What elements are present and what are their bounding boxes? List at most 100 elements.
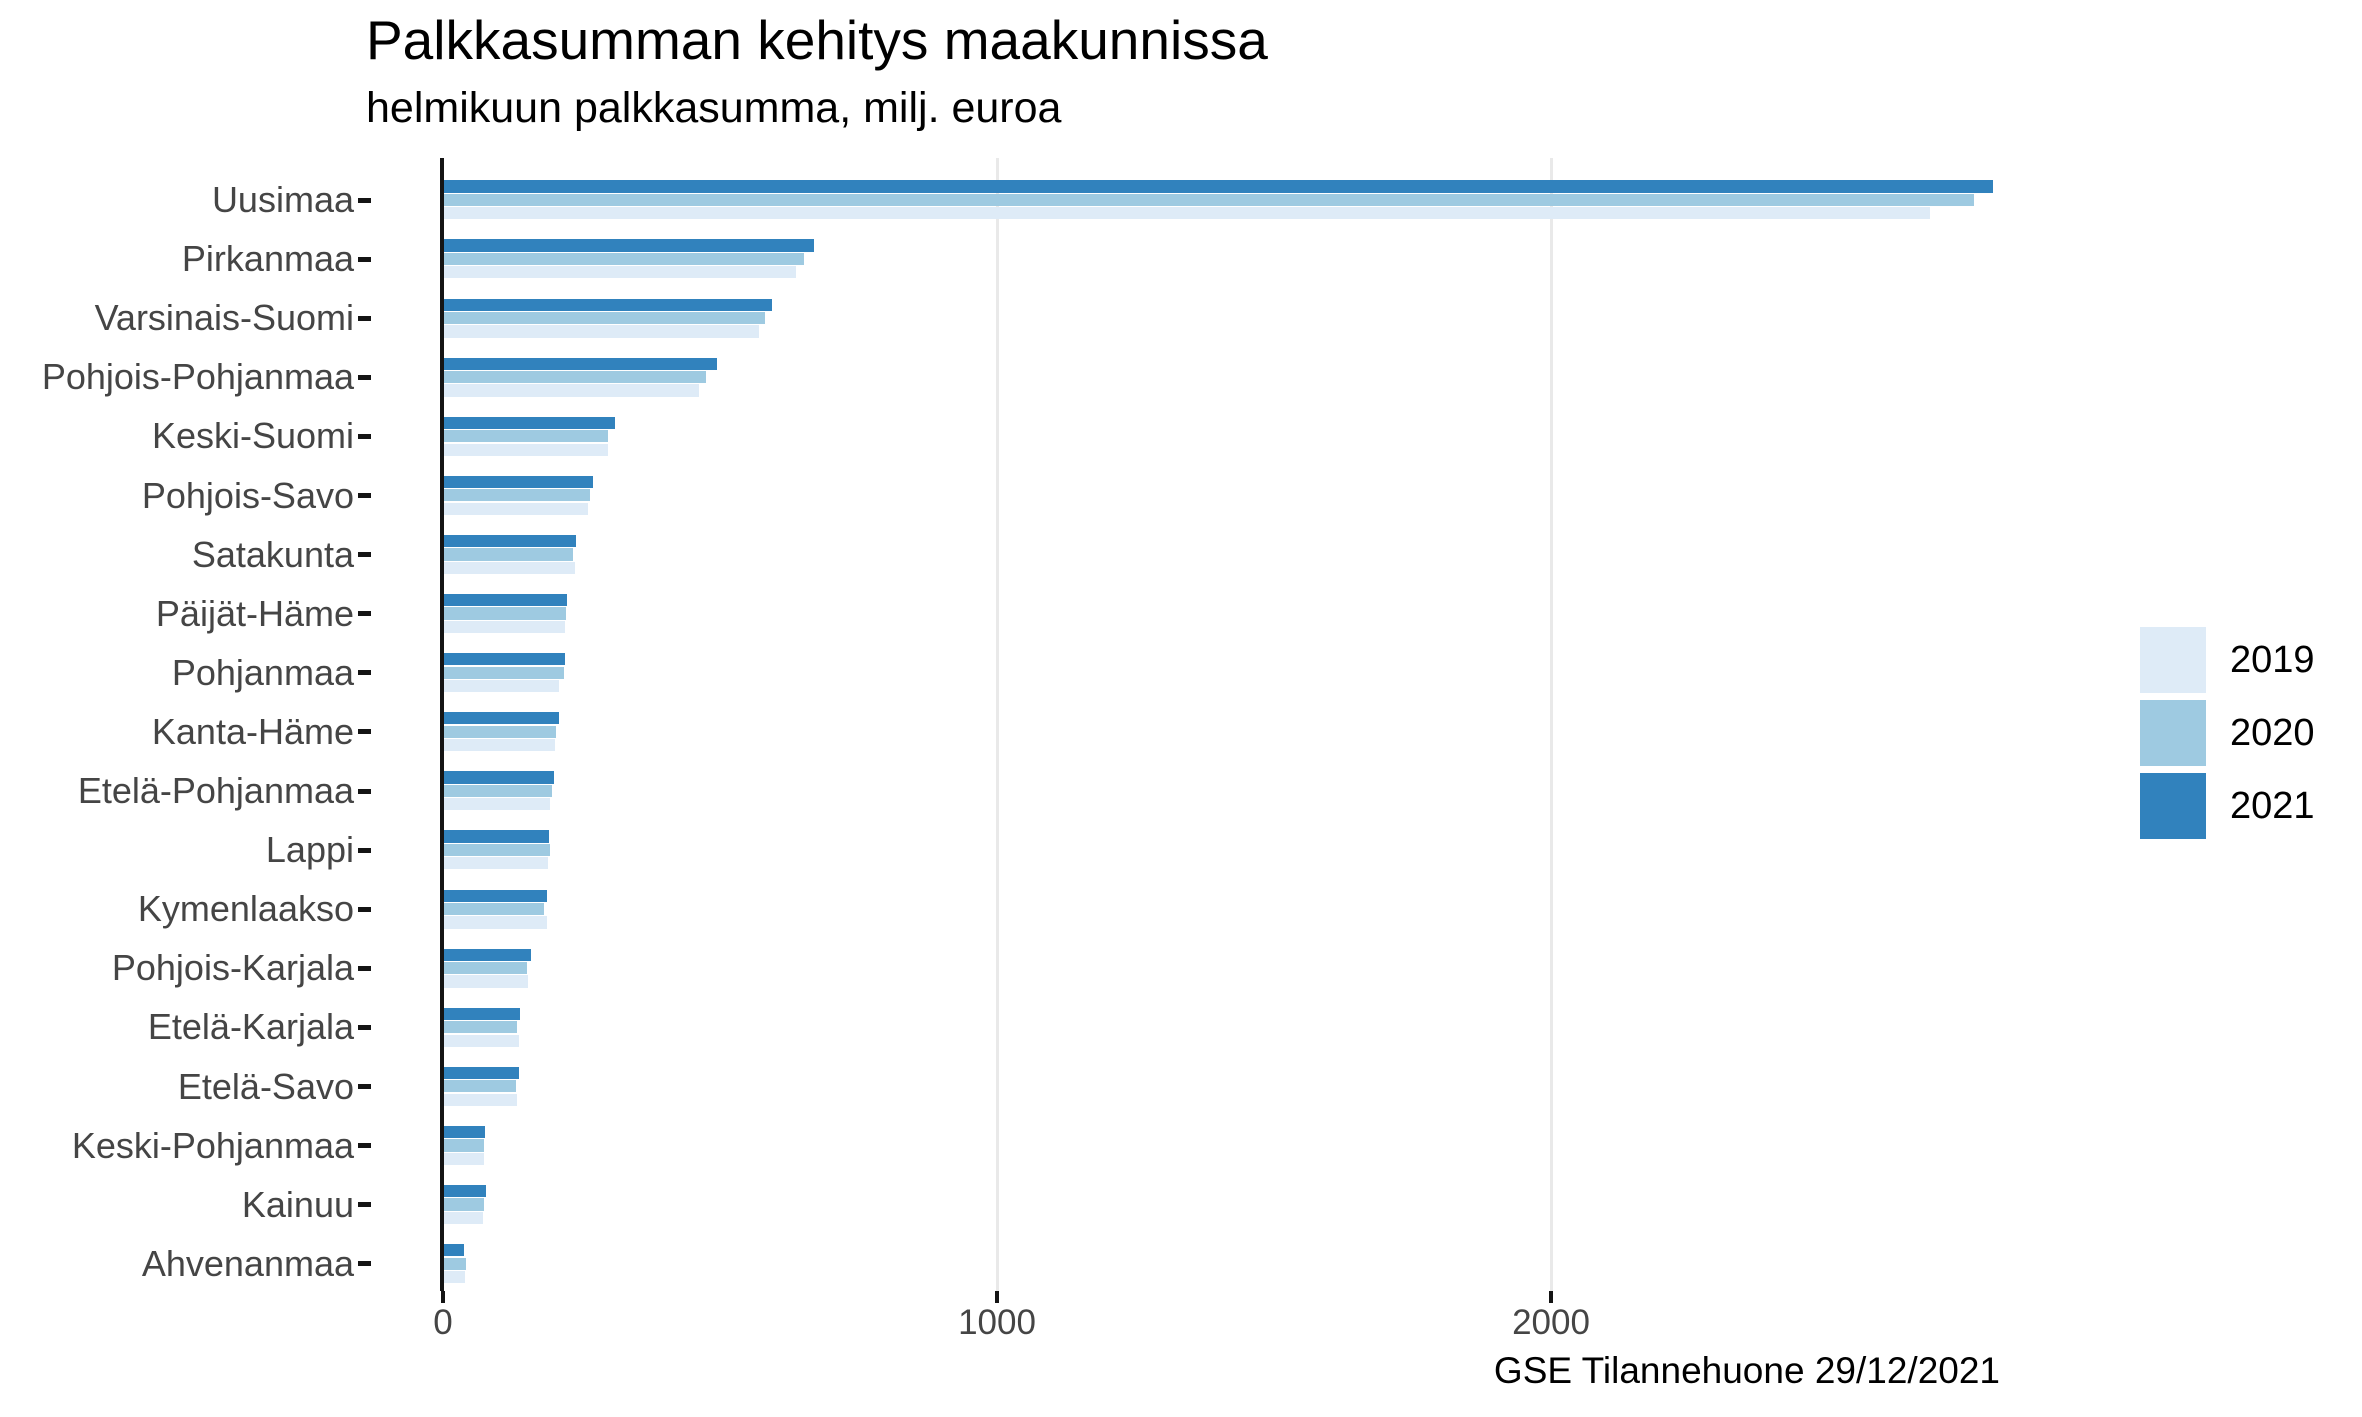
bar-pohjois-pohjanmaa-2021	[444, 357, 717, 370]
x-axis-tick-label-2000: 2000	[1512, 1303, 1590, 1342]
bar-keski-suomi-2021	[444, 416, 616, 429]
y-axis-label-kanta-häme: Kanta-Häme	[151, 710, 354, 752]
bar-kanta-häme-2020	[444, 725, 557, 738]
bar-satakunta-2019	[444, 561, 576, 574]
bar-päijät-häme-2021	[444, 594, 567, 607]
bar-ahvenanmaa-2020	[444, 1257, 467, 1270]
y-axis-label-päijät-häme: Päijät-Häme	[155, 592, 354, 634]
x-axis-tick-label-0: 0	[433, 1303, 453, 1342]
y-axis-tick-kainuu	[358, 1202, 371, 1208]
bar-uusimaa-2020	[444, 193, 1975, 206]
bar-varsinais-suomi-2020	[444, 311, 766, 325]
bar-keski-suomi-2020	[444, 430, 608, 443]
legend-label-2021: 2021	[2230, 785, 2315, 827]
bar-pohjanmaa-2019	[444, 679, 560, 693]
bar-pohjois-karjala-2019	[444, 975, 529, 988]
bar-uusimaa-2019	[444, 207, 1931, 220]
bar-pohjois-savo-2021	[444, 475, 594, 489]
legend-label-2020: 2020	[2230, 712, 2315, 754]
bar-kymenlaakso-2021	[444, 889, 548, 902]
bar-keski-suomi-2019	[444, 443, 608, 456]
bar-uusimaa-2021	[444, 180, 1993, 193]
y-axis-label-varsinais-suomi: Varsinais-Suomi	[94, 297, 354, 339]
bar-pohjois-pohjanmaa-2019	[444, 384, 699, 397]
y-axis-tick-etelä-karjala	[358, 1024, 371, 1030]
bar-pohjois-pohjanmaa-2020	[444, 371, 707, 384]
bar-etelä-karjala-2021	[444, 1007, 520, 1020]
bar-kainuu-2021	[444, 1185, 486, 1198]
y-axis-label-pohjois-savo: Pohjois-Savo	[141, 474, 354, 516]
y-axis-tick-varsinais-suomi	[358, 315, 371, 321]
bar-etelä-savo-2019	[444, 1093, 518, 1106]
chart-title: Palkkasumman kehitys maakunnissa	[366, 9, 1268, 71]
bar-kainuu-2020	[444, 1198, 484, 1211]
bar-ahvenanmaa-2021	[444, 1244, 465, 1257]
y-axis-tick-keski-suomi	[358, 433, 371, 439]
gridline-x-1000	[995, 158, 999, 1291]
x-axis-tick-2000	[1549, 1291, 1553, 1303]
legend-key-2020	[2140, 700, 2206, 766]
gridline-x-2000	[1549, 158, 1553, 1291]
legend-key-2019	[2140, 627, 2206, 693]
bar-etelä-savo-2020	[444, 1080, 517, 1093]
bar-varsinais-suomi-2021	[444, 298, 772, 311]
y-axis-label-pohjois-pohjanmaa: Pohjois-Pohjanmaa	[41, 356, 354, 398]
bar-pohjois-karjala-2021	[444, 948, 531, 961]
y-axis-tick-keski-pohjanmaa	[358, 1143, 371, 1149]
y-axis-tick-pohjois-pohjanmaa	[358, 374, 371, 380]
y-axis-label-satakunta: Satakunta	[191, 533, 354, 575]
bar-kymenlaakso-2020	[444, 902, 544, 916]
y-axis-tick-kanta-häme	[358, 729, 371, 735]
bar-pohjanmaa-2021	[444, 653, 565, 666]
x-axis-tick-label-1000: 1000	[958, 1303, 1036, 1342]
y-axis-label-etelä-pohjanmaa: Etelä-Pohjanmaa	[77, 770, 354, 811]
y-axis-label-lappi: Lappi	[265, 829, 354, 871]
bar-kanta-häme-2021	[444, 712, 560, 725]
bar-keski-pohjanmaa-2021	[444, 1125, 485, 1139]
bar-pohjois-savo-2019	[444, 502, 589, 515]
bar-etelä-pohjanmaa-2019	[444, 798, 550, 811]
bar-etelä-karjala-2019	[444, 1034, 519, 1047]
y-axis-tick-pirkanmaa	[358, 256, 371, 262]
y-axis-tick-satakunta	[358, 552, 371, 558]
bar-varsinais-suomi-2019	[444, 325, 760, 338]
y-axis-tick-uusimaa	[358, 197, 371, 203]
bar-satakunta-2021	[444, 534, 576, 548]
bar-lappi-2020	[444, 843, 550, 857]
legend-item-2021: 2021	[2140, 773, 2315, 839]
bar-kanta-häme-2019	[444, 739, 555, 752]
bar-pirkanmaa-2021	[444, 239, 815, 252]
bar-kainuu-2019	[444, 1211, 483, 1225]
y-axis-label-kymenlaakso: Kymenlaakso	[137, 888, 354, 930]
y-axis-label-keski-suomi: Keski-Suomi	[151, 415, 354, 457]
y-axis-label-ahvenanmaa: Ahvenanmaa	[141, 1242, 354, 1284]
legend: 2019 2020 2021	[2140, 627, 2315, 846]
y-axis-label-etelä-savo: Etelä-Savo	[177, 1065, 354, 1107]
y-axis-label-keski-pohjanmaa: Keski-Pohjanmaa	[71, 1124, 354, 1166]
bar-etelä-pohjanmaa-2021	[444, 771, 555, 784]
bar-pirkanmaa-2020	[444, 252, 804, 266]
y-axis-tick-kymenlaakso	[358, 906, 371, 912]
y-axis-tick-päijät-häme	[358, 611, 371, 617]
bar-lappi-2019	[444, 857, 549, 870]
bar-päijät-häme-2020	[444, 607, 566, 620]
bar-ahvenanmaa-2019	[444, 1270, 466, 1284]
y-axis-label-pohjanmaa: Pohjanmaa	[171, 651, 354, 693]
bar-pohjanmaa-2020	[444, 666, 565, 679]
chart-subtitle: helmikuun palkkasumma, milj. euroa	[366, 84, 1062, 132]
x-axis-tick-0	[441, 1291, 445, 1303]
bar-etelä-pohjanmaa-2020	[444, 784, 553, 797]
y-axis-tick-pohjois-savo	[358, 493, 371, 498]
legend-item-2020: 2020	[2140, 700, 2315, 766]
bar-keski-pohjanmaa-2020	[444, 1139, 484, 1152]
y-axis-label-etelä-karjala: Etelä-Karjala	[147, 1006, 354, 1048]
bar-lappi-2021	[444, 830, 549, 843]
y-axis-tick-etelä-savo	[358, 1084, 371, 1089]
y-axis-label-pirkanmaa: Pirkanmaa	[181, 238, 354, 280]
y-axis-label-pohjois-karjala: Pohjois-Karjala	[111, 947, 354, 989]
legend-item-2019: 2019	[2140, 627, 2315, 693]
chart-caption: GSE Tilannehuone 29/12/2021	[1493, 1350, 2000, 1391]
y-axis-tick-lappi	[358, 847, 371, 853]
